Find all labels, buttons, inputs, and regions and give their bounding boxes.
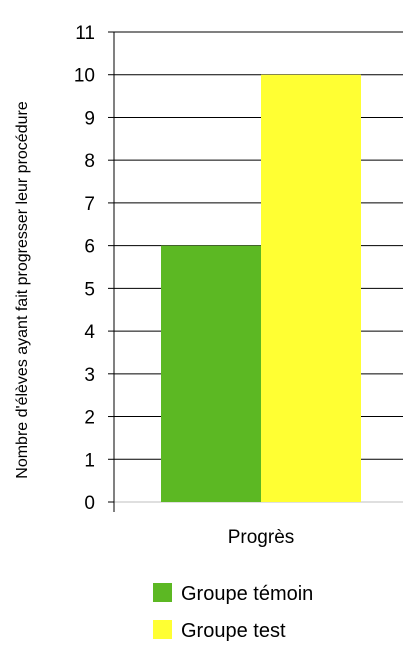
y-tick-labels: 0 1 2 3 4 5 6 7 8 9 10 11 (74, 23, 96, 514)
y-tick-label: 8 (84, 151, 95, 172)
y-tick-label: 10 (74, 66, 95, 87)
legend-label: Groupe test (181, 620, 286, 642)
x-category-labels: Progrès (228, 527, 295, 548)
x-category-label: Progrès (228, 527, 295, 548)
bars (161, 74, 361, 503)
y-tick-label: 1 (84, 450, 95, 471)
bar-groupe-temoin (161, 245, 261, 503)
bar-groupe-test (261, 74, 361, 503)
legend-swatch (153, 583, 172, 602)
axes (108, 31, 115, 512)
y-tick-label: 6 (84, 237, 95, 258)
y-axis-label: Nombre d'élèves ayant fait progresser le… (14, 101, 31, 479)
y-tick-label: 9 (84, 108, 95, 129)
y-tick-label: 11 (75, 23, 95, 44)
y-tick-label: 5 (84, 279, 95, 300)
y-tick-label: 4 (84, 322, 95, 343)
y-tick-label: 2 (84, 408, 95, 429)
legend-label: Groupe témoin (181, 583, 313, 605)
legend-swatch (153, 620, 172, 639)
y-tick-label: 3 (84, 365, 95, 386)
legend: Groupe témoin Groupe test (153, 583, 313, 642)
y-tick-label: 7 (84, 194, 95, 215)
y-tick-label: 0 (84, 493, 95, 514)
